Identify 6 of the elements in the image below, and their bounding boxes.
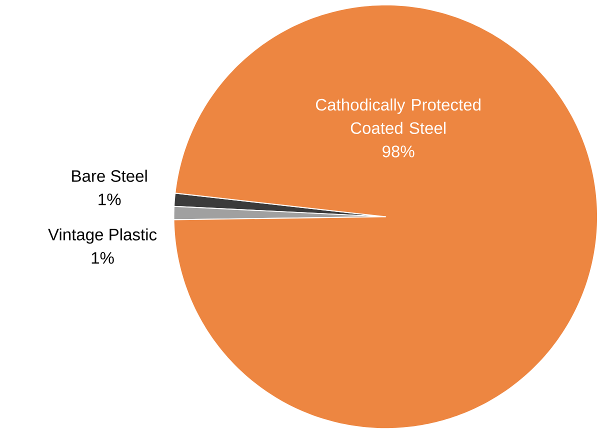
slice-label: Cathodically Protected Coated Steel [316,98,480,134]
data-label: 98% [382,146,414,158]
data-label: 1% [92,252,114,264]
data-label: 1% [98,194,121,206]
slice-label: Vintage Plastic [48,228,157,244]
slice-label: Bare Steel [72,170,147,182]
